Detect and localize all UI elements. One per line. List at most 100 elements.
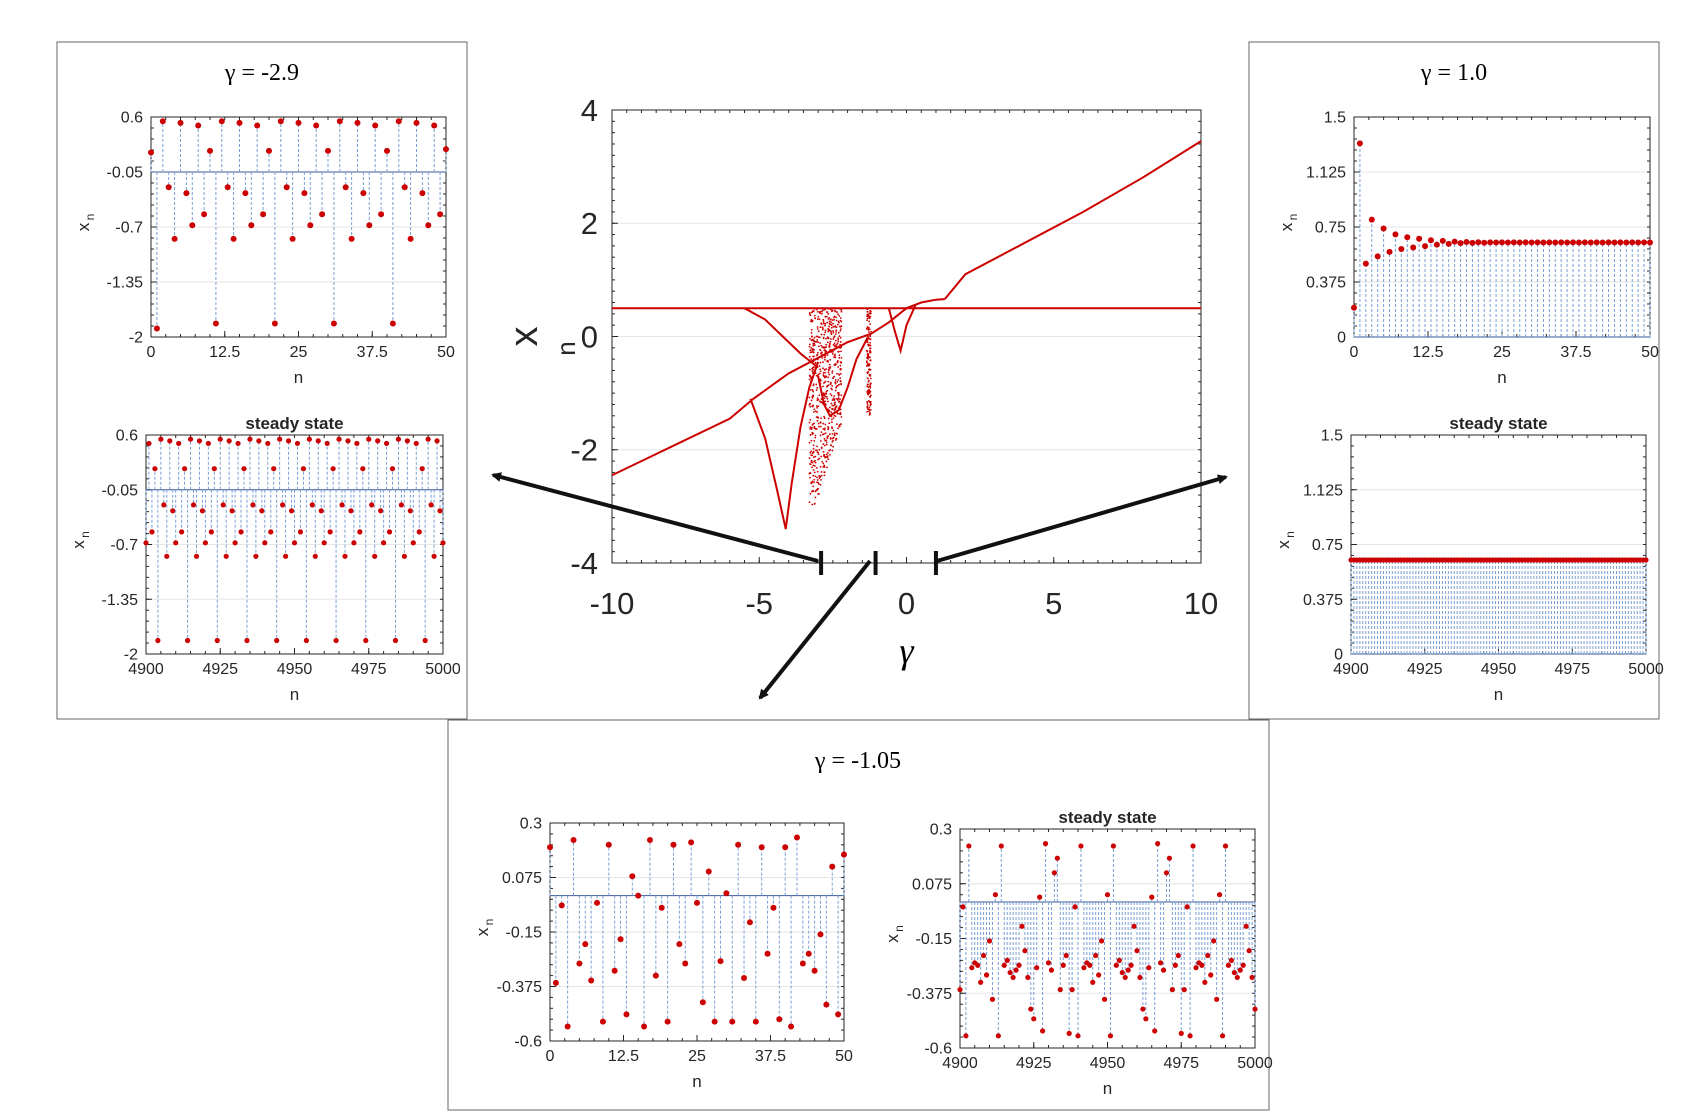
chaotic-point xyxy=(867,362,869,365)
chaotic-point xyxy=(828,433,831,436)
chaotic-point xyxy=(822,367,824,370)
chaotic-point xyxy=(866,338,869,341)
chaotic-point xyxy=(869,350,872,352)
y-tick-label: 0.6 xyxy=(121,110,143,127)
chaotic-point xyxy=(823,397,826,400)
chaotic-point xyxy=(833,395,836,398)
x-tick-label: 10 xyxy=(1184,586,1218,621)
chaotic-point xyxy=(816,328,819,330)
chaotic-point xyxy=(820,474,823,477)
x-tick-label: 4925 xyxy=(1407,661,1443,678)
chaotic-point xyxy=(813,344,816,346)
chaotic-point xyxy=(820,446,823,449)
chaotic-point xyxy=(809,320,812,323)
chaotic-point xyxy=(869,342,872,344)
data-point xyxy=(841,851,847,858)
chaotic-point xyxy=(825,350,828,353)
chaotic-point xyxy=(837,313,839,316)
data-point xyxy=(1439,237,1446,244)
chaotic-point xyxy=(869,382,872,385)
data-point xyxy=(1019,923,1025,929)
chaotic-point xyxy=(809,384,812,387)
chaotic-point xyxy=(813,439,816,442)
chaotic-point xyxy=(825,315,828,318)
panel-gamma-neg-2.9 xyxy=(56,41,468,720)
chaotic-point xyxy=(831,399,834,401)
chaotic-point xyxy=(818,378,820,381)
data-point xyxy=(1122,974,1128,981)
data-point xyxy=(1131,923,1137,929)
data-point xyxy=(705,868,712,875)
data-point xyxy=(688,839,695,846)
data-point xyxy=(360,190,367,197)
chaotic-point xyxy=(811,375,813,378)
chaotic-point xyxy=(866,360,868,362)
data-point xyxy=(1641,239,1648,246)
chaotic-point xyxy=(814,490,817,493)
chaotic-point xyxy=(867,358,870,360)
x-tick-label: 5 xyxy=(1045,586,1062,621)
chaotic-point xyxy=(821,361,824,364)
data-point xyxy=(1193,965,1199,971)
chaotic-point xyxy=(814,340,817,343)
data-point xyxy=(164,553,170,559)
chaotic-point xyxy=(810,318,813,321)
data-point xyxy=(187,436,194,442)
data-point xyxy=(1045,960,1052,966)
chaotic-point xyxy=(830,444,833,447)
chaotic-point xyxy=(835,345,838,348)
data-point xyxy=(318,508,324,514)
data-point xyxy=(1042,841,1049,847)
stem-chart-bottom-steady: 4900 4925 4950 4975 5000 0.3 0.075 -0.15 -0.375 -… xyxy=(883,808,1273,1098)
data-point xyxy=(788,1023,795,1030)
data-point xyxy=(283,184,290,191)
data-point xyxy=(1362,260,1369,267)
chaotic-point xyxy=(819,312,821,315)
x-tick-label: 37.5 xyxy=(357,344,388,361)
x-tick-label: 5000 xyxy=(1628,661,1664,678)
data-point xyxy=(992,892,999,898)
chaotic-point xyxy=(824,324,826,327)
chart-title: steady state xyxy=(245,414,343,433)
chaotic-point xyxy=(836,361,839,364)
data-point xyxy=(392,637,399,644)
chaotic-point xyxy=(827,380,830,383)
data-point xyxy=(1504,239,1511,246)
chaotic-point xyxy=(816,326,819,328)
data-point xyxy=(1063,952,1069,959)
y-tick-label: -2 xyxy=(570,433,598,468)
chaotic-point xyxy=(819,361,822,364)
chaotic-point xyxy=(814,372,817,374)
chaotic-point xyxy=(830,321,833,324)
y-tick-label: -1.35 xyxy=(107,275,144,292)
data-point xyxy=(1217,892,1223,898)
chaotic-point xyxy=(813,408,816,411)
data-point xyxy=(1072,904,1078,910)
chaotic-point xyxy=(820,471,823,473)
chaotic-point xyxy=(823,464,826,467)
data-point xyxy=(381,540,387,546)
x-tick-label: 4925 xyxy=(1016,1055,1052,1072)
data-point xyxy=(282,553,289,559)
chaotic-point xyxy=(866,404,869,406)
chaotic-point xyxy=(810,347,813,349)
chaotic-point xyxy=(831,372,834,374)
chaotic-point xyxy=(824,331,827,334)
data-point xyxy=(217,436,223,442)
chaotic-point xyxy=(830,338,832,340)
data-point xyxy=(978,979,984,985)
arrow-to-right-panel xyxy=(936,474,1228,563)
chaotic-point xyxy=(837,394,840,397)
data-point xyxy=(250,502,256,508)
chaotic-point xyxy=(831,370,834,373)
data-point xyxy=(986,938,993,944)
y-tick-label: 0.3 xyxy=(520,816,542,833)
chaotic-point xyxy=(837,427,839,430)
data-point xyxy=(152,466,158,472)
data-point xyxy=(1146,965,1152,971)
data-point xyxy=(1351,304,1357,311)
chaotic-point xyxy=(819,382,822,385)
data-point xyxy=(419,190,426,197)
chaotic-point xyxy=(822,428,825,430)
